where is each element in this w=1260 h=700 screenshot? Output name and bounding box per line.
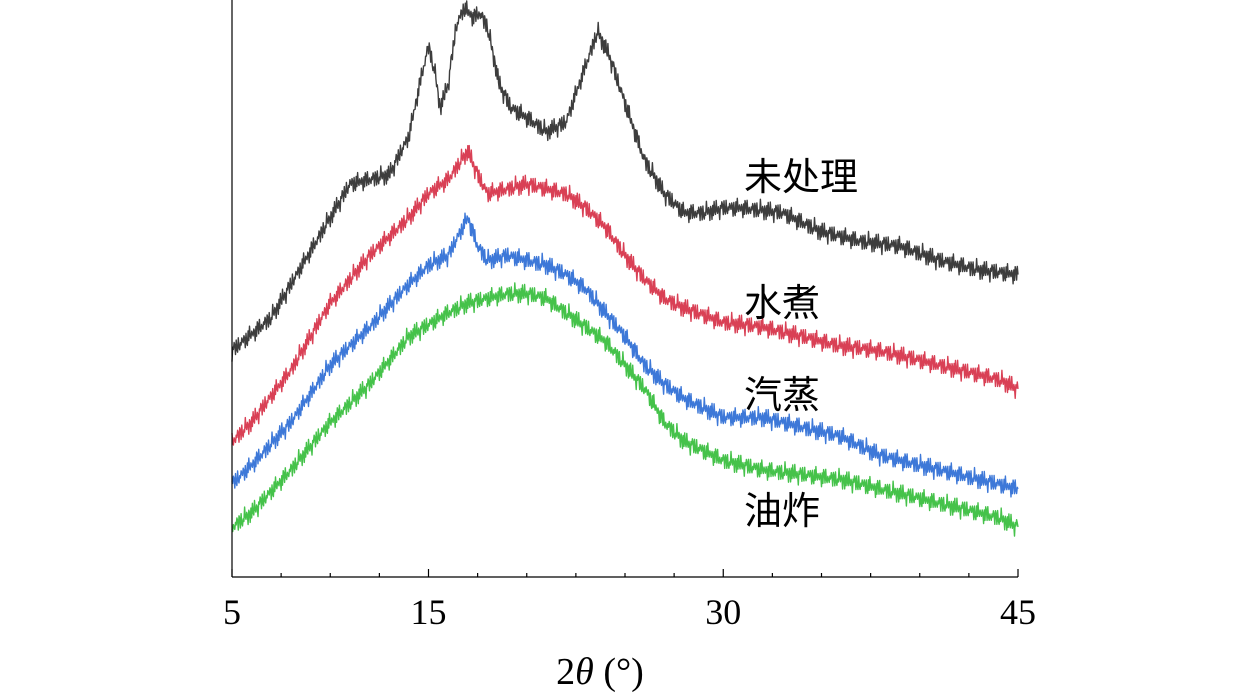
series-line-4: [231, 282, 1019, 537]
series-label-1: 未处理: [744, 155, 858, 199]
series-label-3: 汽蒸: [744, 373, 820, 417]
x-tick-label-4: 45: [1000, 592, 1036, 632]
series-line-2: [231, 144, 1019, 446]
x-tick-label-2: 15: [411, 592, 447, 632]
x-tick-layer: 5 15 30 45: [223, 569, 1036, 632]
x-axis-title-symbol: θ: [575, 651, 594, 693]
x-tick-label-1: 5: [223, 592, 241, 632]
x-tick-label-3: 30: [705, 592, 741, 632]
x-axis-title: 2θ (°): [556, 651, 644, 693]
x-axis-title-prefix: 2: [556, 651, 575, 693]
series-layer: [231, 0, 1019, 537]
series-label-4: 油炸: [744, 489, 820, 533]
series-line-1: [231, 0, 1019, 362]
series-line-3: [231, 212, 1019, 498]
series-label-2: 水煮: [744, 281, 820, 325]
x-axis-title-suffix: (°): [594, 651, 644, 693]
